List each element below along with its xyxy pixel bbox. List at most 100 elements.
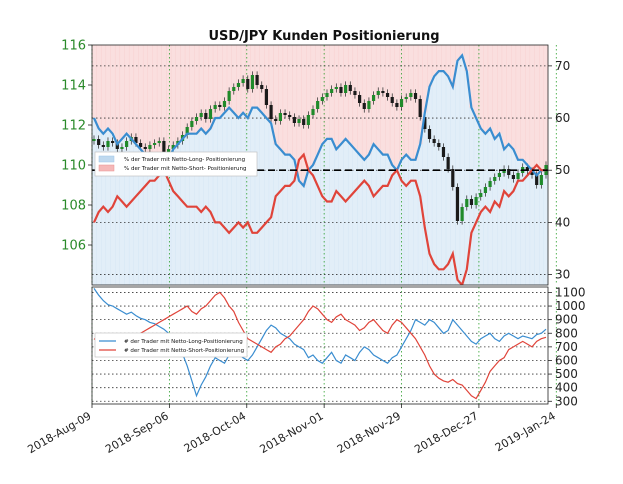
short-percent-fill-bar bbox=[92, 45, 97, 119]
candle-body bbox=[162, 141, 166, 153]
long-percent-fill-bar bbox=[520, 159, 526, 285]
candle-body bbox=[334, 87, 338, 89]
long-percent-fill-bar bbox=[324, 138, 330, 285]
percent-axis: 30 40 50 60 70 bbox=[548, 59, 570, 282]
long-percent-fill-bar bbox=[208, 128, 214, 285]
short-percent-fill-bar bbox=[287, 45, 293, 155]
candle-body bbox=[255, 75, 259, 85]
count-tick-label: 300 bbox=[555, 394, 578, 408]
short-count-line bbox=[93, 291, 547, 400]
short-percent-fill-bar bbox=[478, 45, 484, 129]
candle-body bbox=[358, 95, 362, 103]
candle-body bbox=[362, 103, 366, 109]
percent-short-line bbox=[92, 152, 546, 285]
candle-body bbox=[111, 141, 115, 143]
long-percent-fill-bar bbox=[301, 185, 307, 285]
short-percent-fill-bar bbox=[100, 45, 107, 134]
candle-body bbox=[246, 79, 250, 89]
top-legend-box bbox=[94, 151, 258, 177]
candle-body bbox=[344, 85, 348, 93]
candle-body bbox=[292, 117, 296, 123]
long-percent-fill-bar bbox=[464, 71, 470, 285]
long-percent-fill-bar bbox=[347, 144, 354, 285]
short-percent-fill-bar bbox=[539, 45, 545, 171]
long-percent-fill-bar bbox=[180, 138, 186, 285]
short-percent-fill-bar bbox=[282, 45, 288, 155]
long-percent-fill-bar bbox=[408, 159, 414, 285]
candle-body bbox=[395, 103, 399, 107]
long-percent-fill-bar bbox=[455, 60, 461, 285]
long-percent-fill-bar bbox=[343, 138, 349, 285]
percent-tick-label: 70 bbox=[555, 59, 570, 73]
long-percent-fill-bar bbox=[403, 154, 409, 285]
short-percent-fill-bar bbox=[264, 45, 270, 119]
short-percent-fill-bar bbox=[212, 45, 218, 119]
candle-body bbox=[409, 93, 413, 97]
long-percent-fill-bar bbox=[366, 154, 372, 285]
long-percent-fill-bar bbox=[189, 133, 195, 285]
long-percent-fill-bar bbox=[459, 55, 465, 285]
candle-body bbox=[474, 197, 478, 205]
chart-title: USD/JPY Kunden Positionierung bbox=[208, 29, 439, 44]
candle-body bbox=[451, 169, 455, 187]
long-percent-fill-bar bbox=[114, 144, 121, 285]
price-tick-label: 106 bbox=[61, 239, 86, 254]
long-percent-fill-bar bbox=[431, 76, 437, 285]
candle-body bbox=[213, 105, 217, 109]
short-percent-fill-bar bbox=[128, 45, 135, 139]
long-percent-fill-bar bbox=[525, 165, 531, 285]
price-axis: 106 108 110 112 114 116 bbox=[61, 39, 92, 254]
long-percent-fill-bar bbox=[371, 144, 377, 285]
short-percent-fill-bar bbox=[497, 45, 503, 134]
short-percent-fill-bar bbox=[380, 45, 386, 155]
short-percent-fill-bar bbox=[259, 45, 265, 113]
long-percent-fill-bar bbox=[436, 71, 442, 285]
long-percent-fill-bar bbox=[539, 170, 545, 285]
candle-body bbox=[507, 169, 511, 175]
title-background bbox=[186, 22, 462, 46]
short-percent-fill-bar bbox=[147, 45, 153, 160]
candle-body bbox=[432, 139, 436, 143]
bottom-legend: # der Trader mit Netto-Long-Positionieru… bbox=[94, 332, 248, 358]
candle-body bbox=[479, 193, 483, 197]
candle-body bbox=[274, 119, 278, 121]
x-tick-label: 2018-Nov-29 bbox=[335, 409, 403, 456]
count-tick-label: 1100 bbox=[555, 285, 586, 299]
price-tick-label: 110 bbox=[61, 159, 86, 174]
legend-label-long-percent: % der Trader mit Netto-Long- Positionier… bbox=[124, 157, 245, 163]
long-percent-fill-bar bbox=[170, 149, 176, 285]
short-percent-fill-bar bbox=[543, 45, 548, 171]
candle-body bbox=[330, 89, 334, 93]
short-percent-fill-bar bbox=[203, 45, 209, 134]
long-percent-fill-bar bbox=[236, 118, 242, 285]
candle-body bbox=[208, 109, 213, 119]
count-tick-label: 900 bbox=[555, 313, 578, 327]
short-percent-fill-bar bbox=[217, 45, 223, 119]
short-percent-fill-bar bbox=[105, 45, 111, 129]
long-percent-fill-bar bbox=[142, 154, 148, 285]
candle-body bbox=[227, 91, 231, 101]
short-percent-fill-bar bbox=[133, 45, 139, 145]
short-percent-fill-bar bbox=[152, 45, 158, 160]
short-percent-fill-bar bbox=[175, 45, 181, 145]
candle-body bbox=[530, 171, 534, 175]
short-percent-fill-bar bbox=[529, 45, 535, 171]
short-percent-fill-bar bbox=[156, 45, 162, 165]
short-percent-fill-bar bbox=[110, 45, 116, 134]
candle-body bbox=[441, 147, 446, 157]
bottom-panel-border bbox=[91, 286, 549, 405]
long-percent-fill-bar bbox=[124, 133, 130, 285]
top-fill-layer bbox=[92, 45, 548, 285]
long-percent-fill-bar bbox=[497, 133, 503, 285]
long-percent-fill-bar bbox=[100, 133, 107, 285]
long-percent-fill-bar bbox=[273, 144, 279, 285]
candle-body bbox=[148, 145, 152, 149]
candle-body bbox=[390, 97, 394, 103]
candle-body bbox=[306, 115, 310, 125]
candle-body bbox=[232, 87, 236, 91]
long-percent-fill-bar bbox=[389, 165, 395, 285]
long-percent-fill-bar bbox=[417, 144, 423, 285]
long-percent-fill-bar bbox=[422, 112, 428, 285]
long-percent-fill-bar bbox=[357, 154, 363, 285]
